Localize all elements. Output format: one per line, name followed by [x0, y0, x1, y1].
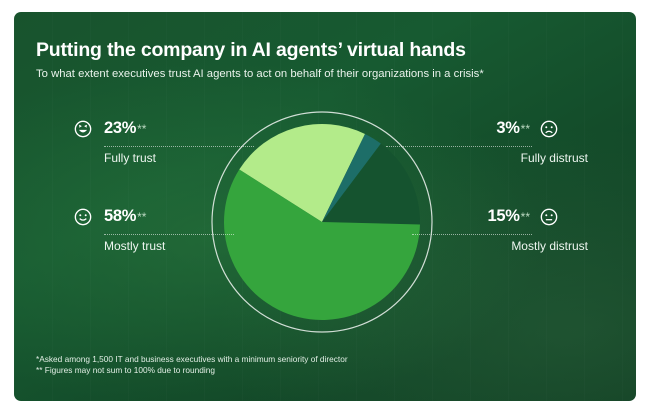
- pie-slice-fully-distrust: [322, 133, 381, 222]
- mostly-distrust-value: 15%: [487, 207, 520, 225]
- fully-distrust-callout: 3% ** Fully distrust: [491, 119, 588, 165]
- chart-title: Putting the company in AI agents’ virtua…: [36, 39, 466, 61]
- neutral-face-icon: [540, 208, 558, 225]
- infographic-card: Putting the company in AI agents’ virtua…: [14, 12, 636, 401]
- pie-chart-svg: [211, 111, 433, 333]
- footnotes: *Asked among 1,500 IT and business execu…: [36, 354, 348, 376]
- pie-slice-mostly-distrust: [322, 143, 421, 225]
- mostly-trust-footnote-mark: **: [137, 209, 147, 224]
- mostly-trust-leader-line: [104, 234, 234, 235]
- mostly-trust-value: 58%: [104, 207, 137, 225]
- chart-subtitle: To what extent executives trust AI agent…: [36, 68, 484, 80]
- mostly-trust-label: Mostly trust: [104, 239, 166, 253]
- smiling-face-icon: [74, 208, 92, 225]
- fully-trust-callout: 23% ** Fully trust: [74, 119, 156, 165]
- pie-slices: [224, 124, 421, 321]
- mostly-distrust-footnote-mark: **: [520, 209, 530, 224]
- fully-distrust-value: 3%: [496, 119, 520, 137]
- pie-outer-ring: [211, 111, 433, 333]
- pie-slice-mostly-trust: [224, 169, 420, 321]
- laughing-face-icon: [74, 120, 92, 137]
- mostly-distrust-callout: 15% ** Mostly distrust: [481, 207, 588, 253]
- fully-distrust-footnote-mark: **: [520, 121, 530, 136]
- fully-trust-leader-line: [104, 146, 254, 147]
- fully-distrust-leader-line: [386, 146, 532, 147]
- mostly-distrust-label: Mostly distrust: [511, 239, 588, 253]
- fully-trust-footnote-mark: **: [137, 121, 147, 136]
- frowning-face-icon: [540, 120, 558, 137]
- mostly-distrust-leader-line: [412, 234, 532, 235]
- mostly-trust-callout: 58% ** Mostly trust: [74, 207, 165, 253]
- footnote-rounding: ** Figures may not sum to 100% due to ro…: [36, 365, 215, 375]
- pie-chart: [208, 108, 436, 336]
- fully-trust-label: Fully trust: [104, 151, 157, 165]
- fully-distrust-label: Fully distrust: [520, 151, 588, 165]
- pie-slice-fully-trust: [239, 124, 366, 222]
- fully-trust-value: 23%: [104, 119, 137, 137]
- footnote-sample: *Asked among 1,500 IT and business execu…: [36, 354, 348, 364]
